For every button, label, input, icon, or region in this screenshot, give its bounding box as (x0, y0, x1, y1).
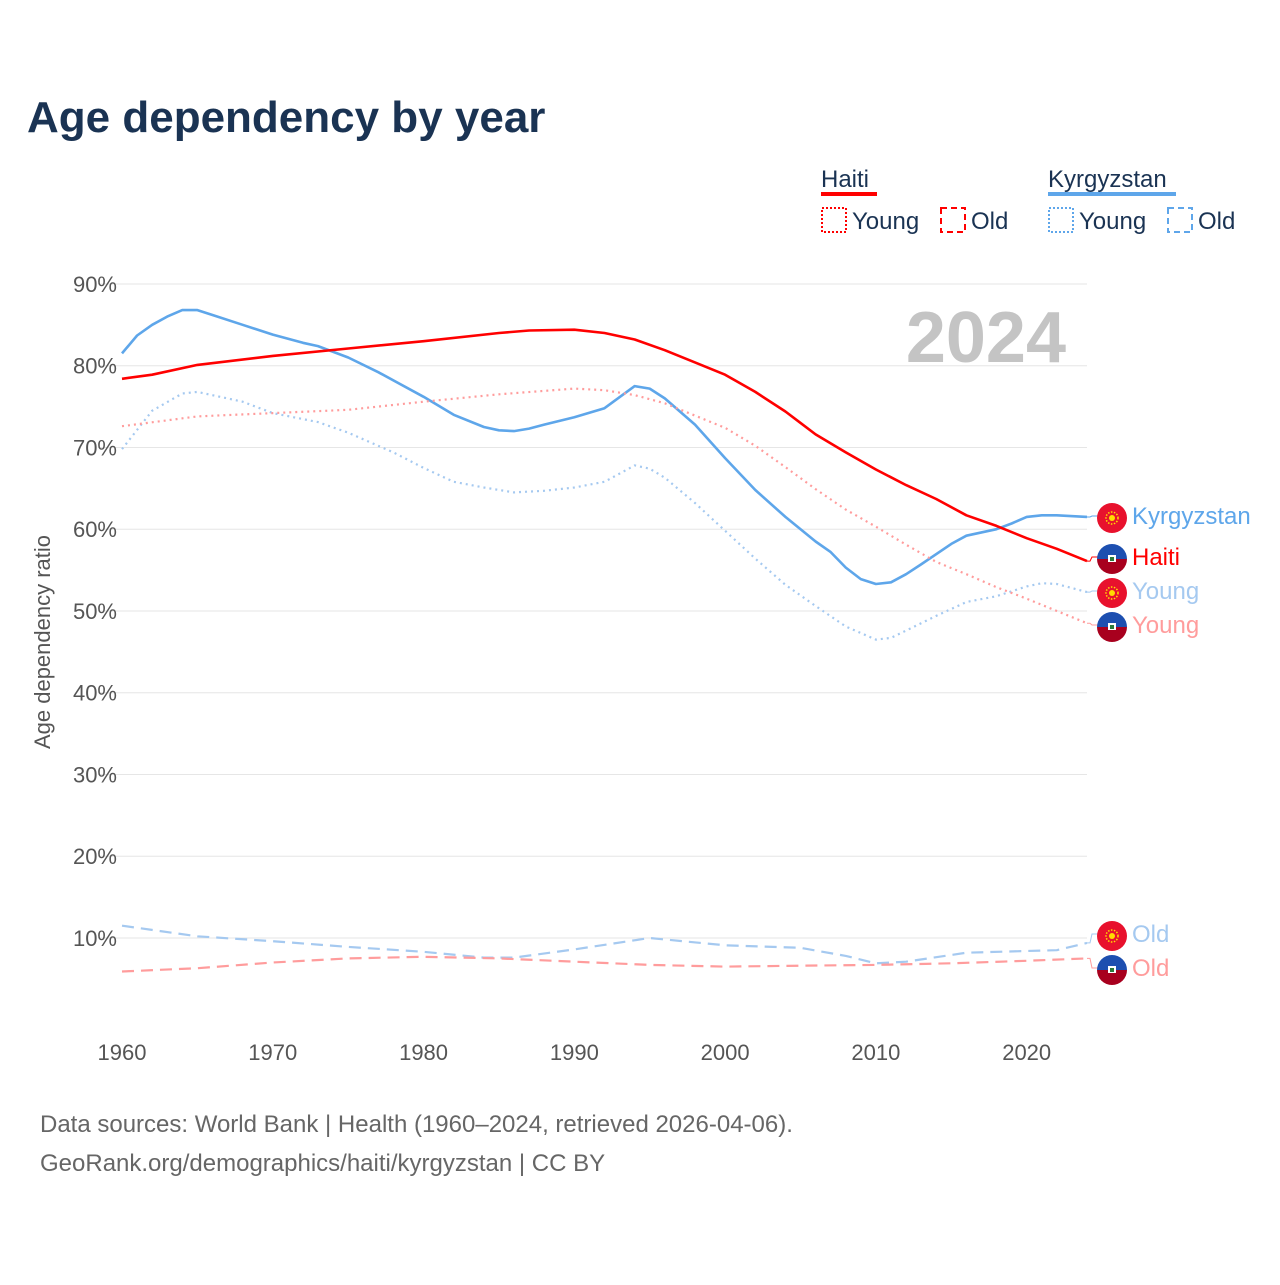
end-label: Kyrgyzstan (1132, 503, 1251, 530)
label-connector (1087, 556, 1098, 562)
x-tick-label: 2010 (851, 1040, 900, 1065)
legend: Haiti Young Old Kyrgyzstan Young Old (821, 166, 1235, 235)
y-tick-label: 50% (73, 599, 117, 624)
legend-underline (821, 192, 877, 196)
kyrgyzstan-flag-icon (1097, 503, 1127, 533)
end-labels: Kyrgyzstan Haiti Young Young Old Old (1087, 503, 1251, 985)
label-connector (1087, 933, 1098, 944)
legend-item-kyrgyzstan-old[interactable]: Old (1198, 208, 1235, 235)
y-tick-label: 30% (73, 762, 117, 787)
footer-link[interactable]: GeoRank.org/demographics/haiti/kyrgyzsta… (40, 1150, 605, 1177)
y-tick-label: 80% (73, 354, 117, 379)
haiti-flag-icon (1097, 955, 1127, 985)
x-tick-label: 1990 (550, 1040, 599, 1065)
haiti-flag-icon (1097, 544, 1127, 574)
kyrgyzstan-flag-icon (1097, 921, 1127, 951)
kyrgyzstan-flag-icon (1097, 578, 1127, 608)
legend-group-kyrgyzstan[interactable]: Kyrgyzstan (1048, 166, 1167, 193)
legend-swatch-young (821, 207, 847, 233)
series-line-kyrgyzstan-young (121, 390, 1088, 641)
x-tick-label: 1960 (98, 1040, 147, 1065)
label-connector (1087, 957, 1098, 969)
legend-item-haiti-young[interactable]: Young (852, 208, 919, 235)
y-tick-label: 10% (73, 926, 117, 951)
label-connector (1087, 622, 1098, 626)
end-label: Young (1132, 612, 1199, 639)
end-label: Young (1132, 578, 1199, 605)
series-line-kyrgyzstan-old (121, 924, 1088, 965)
y-tick-label: 90% (73, 272, 117, 297)
x-tick-label: 2000 (701, 1040, 750, 1065)
y-tick-label: 70% (73, 435, 117, 460)
label-connector (1087, 590, 1098, 593)
haiti-flag-icon (1097, 612, 1127, 642)
chart-title: Age dependency by year (27, 93, 545, 142)
y-tick-label: 60% (73, 517, 117, 542)
x-tick-label: 1970 (248, 1040, 297, 1065)
x-tick-label: 1980 (399, 1040, 448, 1065)
end-label: Old (1132, 921, 1169, 948)
y-tick-label: 40% (73, 681, 117, 706)
end-label: Haiti (1132, 544, 1180, 571)
legend-swatch-old (940, 207, 966, 233)
end-label: Old (1132, 955, 1169, 982)
x-tick-label: 2020 (1002, 1040, 1051, 1065)
legend-swatch-young (1048, 207, 1074, 233)
legend-item-kyrgyzstan-young[interactable]: Young (1079, 208, 1146, 235)
grid: 10% 20% 30% 40% 50% 60% 70% 80% 90% 1960 1970 1980 1… (73, 272, 1087, 1065)
legend-group-haiti[interactable]: Haiti (821, 166, 869, 193)
legend-item-haiti-old[interactable]: Old (971, 208, 1008, 235)
legend-swatch-old (1167, 207, 1193, 233)
series-line-kyrgyzstan (121, 308, 1088, 586)
y-tick-label: 20% (73, 844, 117, 869)
footer-sources: Data sources: World Bank | Health (1960–… (40, 1111, 793, 1138)
series-line-haiti-young (121, 387, 1088, 625)
legend-underline (1048, 192, 1176, 196)
series-line-haiti-old (121, 955, 1088, 973)
series-line-haiti (121, 328, 1088, 563)
year-overlay: 2024 (906, 298, 1066, 378)
y-axis-label: Age dependency ratio (30, 535, 55, 749)
series-lines (121, 308, 1088, 973)
label-connector (1087, 515, 1098, 518)
